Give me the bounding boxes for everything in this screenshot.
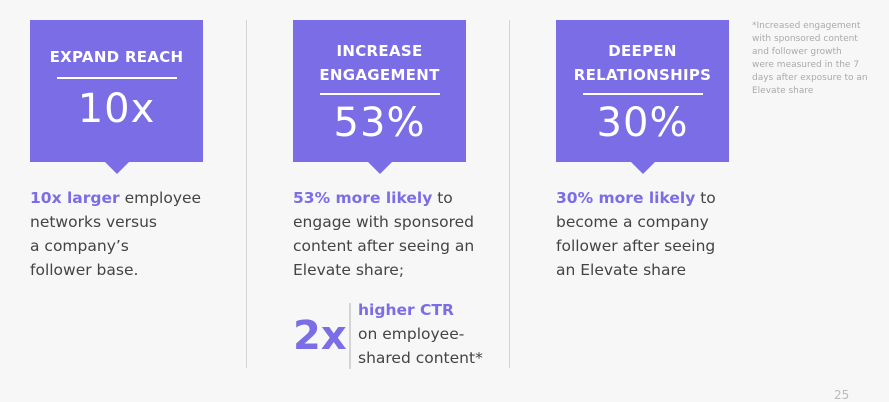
description-line: 10x larger employee (30, 186, 201, 210)
description-text: employee (119, 189, 202, 207)
card-title-line: DEEPEN (608, 42, 677, 60)
ctr-highlight: higher CTR (358, 301, 454, 319)
footnote-line: and follower growth (752, 47, 842, 57)
ctr-multiplier: 2x (293, 313, 347, 359)
description-line: a company’s (30, 237, 129, 255)
card-value: 53% (333, 100, 426, 146)
card-title: EXPAND REACH (30, 20, 203, 69)
card-title-line: RELATIONSHIPS (573, 66, 712, 84)
card-title-line: INCREASE (336, 42, 423, 60)
footnote-line: *Increased engagement (752, 21, 861, 31)
description-line: Elevate share; (293, 261, 405, 279)
ctr-line: shared content* (358, 349, 483, 367)
description-line: networks versus (30, 213, 158, 231)
card-rule (56, 77, 177, 79)
card-title: DEEPEN RELATIONSHIPS (556, 20, 729, 87)
description-highlight: 10x larger (30, 189, 120, 207)
description-highlight: 53% more likely (293, 189, 433, 207)
footnote-line: were measured in the 7 (752, 60, 860, 70)
description-line: content after seeing an (293, 237, 475, 255)
ctr-description: higher CTR on employee- shared content* (358, 298, 483, 370)
expand-reach-description: 10x larger employee networks versus a co… (30, 186, 201, 282)
description-line: follower after seeing (556, 237, 716, 255)
deepen-relationships-card: DEEPEN RELATIONSHIPS 30% (556, 20, 729, 174)
description-line: 53% more likely to (293, 186, 474, 210)
card-value: 10x (77, 86, 156, 132)
description-line: 30% more likely to (556, 186, 716, 210)
description-text: to (432, 189, 453, 207)
description-highlight: 30% more likely (556, 189, 696, 207)
footnote-line: Elevate share (752, 86, 814, 96)
footnote-line: days after exposure to an (752, 73, 868, 83)
footnote: *Increased engagement with sponsored con… (752, 20, 880, 98)
deepen-relationships-description: 30% more likely to become a company foll… (556, 186, 716, 282)
ctr-line: on employee- (358, 325, 465, 343)
card-title: INCREASE ENGAGEMENT (293, 20, 466, 87)
increase-engagement-card: INCREASE ENGAGEMENT 53% (293, 20, 466, 174)
page-number: 25 (834, 388, 850, 402)
card-rule (582, 93, 703, 95)
description-line: engage with sponsored (293, 213, 474, 231)
description-text: to (695, 189, 716, 207)
increase-engagement-description: 53% more likely to engage with sponsored… (293, 186, 474, 282)
card-value: 30% (596, 100, 689, 146)
description-line: follower base. (30, 261, 139, 279)
card-rule (319, 93, 440, 95)
card-title-line: EXPAND REACH (49, 48, 184, 66)
ctr-divider (349, 303, 351, 369)
footnote-line: with sponsored content (752, 34, 858, 44)
description-line: become a company (556, 213, 709, 231)
expand-reach-card: EXPAND REACH 10x (30, 20, 203, 174)
card-title-line: ENGAGEMENT (319, 66, 440, 84)
description-line: an Elevate share (556, 261, 687, 279)
column-divider (246, 20, 247, 368)
column-divider (509, 20, 510, 368)
